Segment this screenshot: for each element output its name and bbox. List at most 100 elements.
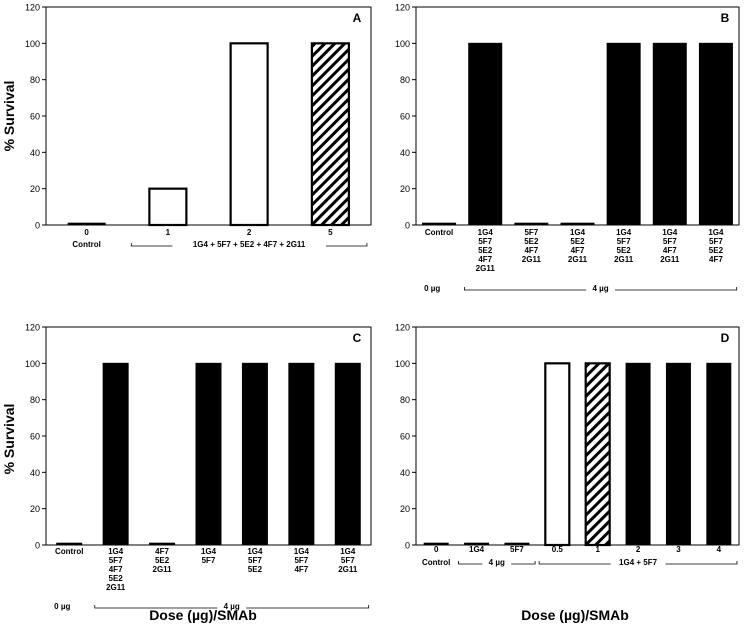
group-label-bg: [217, 600, 247, 610]
x-tick-label: 4F7: [663, 246, 677, 255]
x-tick-label: 5E2: [709, 246, 724, 255]
group-label: 4 µg: [489, 558, 505, 567]
x-axis-title-left: Dose (µg)/SMAb: [149, 607, 257, 623]
bar: [544, 362, 571, 547]
bar: [423, 542, 449, 546]
panel-letter: B: [721, 11, 730, 25]
x-tick-label: 5E2: [248, 565, 263, 574]
bar: [149, 542, 176, 546]
x-tick-label: 5F7: [248, 556, 262, 565]
x-tick-label: 2G11: [338, 565, 358, 574]
y-tick-label: 80: [30, 75, 40, 85]
bar: [665, 362, 691, 546]
x-tick-label: 5F7: [478, 237, 492, 246]
x-tick-label: 1: [595, 545, 600, 554]
bar: [334, 362, 361, 546]
x-tick-label: 2G11: [476, 264, 496, 273]
bar: [504, 542, 530, 546]
x-tick-label: Control: [425, 228, 453, 237]
y-tick-label: 0: [35, 541, 40, 551]
panel-a: 0 20 40 60 80 100 120 0 1 2 5 Control 1G4 + 5F7 + 5E…: [25, 3, 372, 249]
bar: [584, 362, 611, 547]
bar: [241, 362, 268, 546]
y-tick-label: 100: [25, 359, 40, 369]
x-tick-label: 1G4: [570, 228, 586, 237]
group-label: 0 µg: [424, 284, 440, 293]
bar: [56, 542, 83, 546]
bar: [468, 42, 503, 226]
group-label: Control: [72, 240, 100, 249]
x-tick-label: 4F7: [571, 246, 585, 255]
group-label-bg: [482, 556, 512, 566]
panel-d: 0 20 40 60 80 100 120 0 1G4 5F7 0.5 1 2 3 4 Control 4 µg…: [395, 323, 740, 567]
y-tick-label: 100: [25, 39, 40, 49]
bar: [229, 42, 269, 227]
bar: [195, 362, 222, 546]
y-tick-label: 20: [30, 184, 40, 194]
x-tick-label: 0: [434, 545, 439, 554]
y-tick-label: 20: [30, 504, 40, 514]
bar: [514, 222, 549, 226]
x-tick-label: 5E2: [478, 246, 493, 255]
x-tick-label: 1G4: [616, 228, 632, 237]
y-tick-label: 40: [30, 148, 40, 158]
y-tick-label: 20: [400, 184, 410, 194]
x-tick-label: 1: [166, 228, 171, 237]
y-tick-label: 120: [25, 323, 40, 333]
group-label: Control: [422, 558, 450, 567]
x-tick-label: 2G11: [153, 565, 173, 574]
x-tick-label: 5E2: [570, 237, 585, 246]
y-tick-label: 80: [400, 75, 410, 85]
panel-letter: C: [353, 331, 362, 345]
bar: [422, 222, 457, 226]
x-tick-label: 4F7: [524, 246, 538, 255]
y-axis-title-bottom: % Survival: [1, 404, 17, 475]
y-tick-label: 40: [30, 468, 40, 478]
x-tick-label: 2G11: [106, 583, 126, 592]
bar: [625, 362, 651, 546]
group-label: 1G4 + 5F7: [619, 558, 658, 567]
x-tick-label: 5F7: [510, 545, 524, 554]
x-tick-label: 4F7: [709, 255, 723, 264]
panel-letter: D: [721, 331, 730, 345]
plot-frame: [415, 6, 740, 226]
bar: [310, 42, 350, 227]
x-tick-label: 4F7: [294, 565, 308, 574]
group-label: 0 µg: [54, 602, 70, 611]
y-tick-label: 120: [395, 323, 410, 333]
y-tick-label: 120: [395, 3, 410, 13]
x-tick-label: 5E2: [617, 246, 632, 255]
y-tick-label: 60: [30, 112, 40, 122]
y-tick-label: 100: [395, 39, 410, 49]
x-tick-label: 5: [328, 228, 333, 237]
x-tick-label: 1G4: [662, 228, 678, 237]
x-tick-label: 5E2: [524, 237, 539, 246]
group-label: 4 µg: [592, 284, 608, 293]
x-tick-label: 4F7: [478, 255, 492, 264]
bar: [606, 42, 641, 226]
y-tick-label: 80: [30, 395, 40, 405]
y-tick-label: 80: [400, 395, 410, 405]
x-tick-label: 1G4: [478, 228, 494, 237]
x-tick-label: 4F7: [109, 565, 123, 574]
x-tick-label: 5F7: [202, 556, 216, 565]
y-tick-label: 40: [400, 148, 410, 158]
y-tick-label: 120: [25, 3, 40, 13]
x-tick-label: 2G11: [614, 255, 634, 264]
y-tick-label: 60: [30, 432, 40, 442]
x-tick-label: 5F7: [617, 237, 631, 246]
bar: [652, 42, 687, 226]
bar: [288, 362, 315, 546]
group-label: 1G4 + 5F7 + 5E2 + 4F7 + 2G11: [193, 240, 306, 249]
x-tick-label: 5F7: [109, 556, 123, 565]
y-tick-label: 60: [400, 432, 410, 442]
x-tick-label: Control: [55, 547, 83, 556]
x-axis-title-right: Dose (µg)/SMAb: [521, 607, 629, 623]
x-tick-label: 4F7: [155, 547, 169, 556]
x-tick-label: 1G4: [340, 547, 356, 556]
x-tick-label: 5F7: [663, 237, 677, 246]
x-tick-label: 1G4: [469, 545, 485, 554]
x-tick-label: 1G4: [294, 547, 310, 556]
